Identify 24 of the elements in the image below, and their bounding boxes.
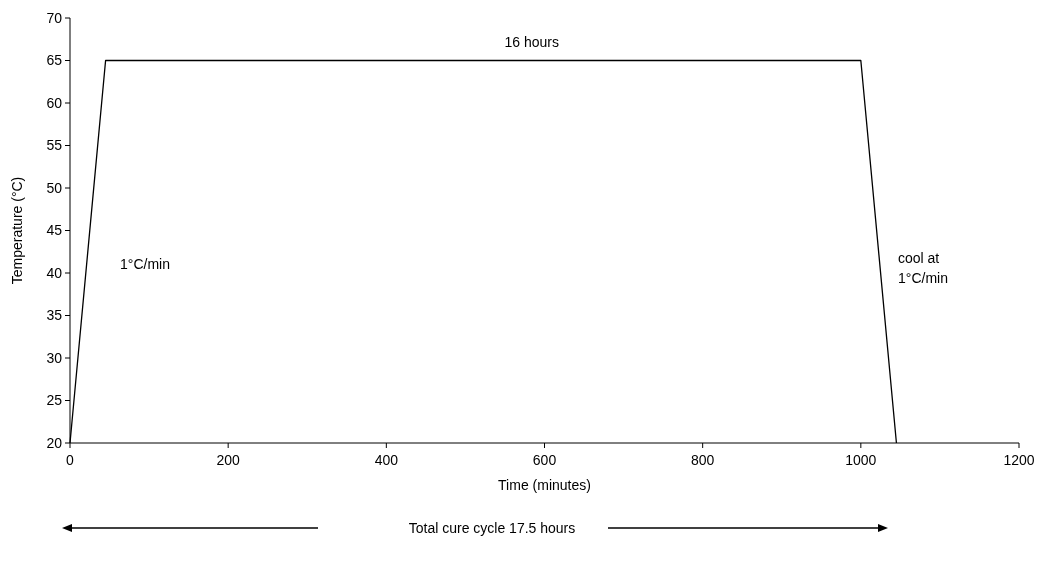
annotation: 1°C/min	[120, 256, 170, 272]
y-tick-label: 25	[46, 392, 63, 409]
y-tick-label: 50	[46, 179, 63, 196]
annotation: cool at 1°C/min	[898, 250, 948, 286]
y-tick-label: 65	[46, 52, 63, 69]
y-tick-label: 35	[46, 307, 63, 324]
y-tick-label: 30	[46, 349, 63, 366]
y-tick-label: 20	[46, 434, 63, 451]
y-tick-label: 70	[46, 9, 63, 26]
y-tick-label: 40	[46, 264, 63, 281]
y-axis-title: Temperature (°C)	[9, 176, 25, 285]
annotation: 16 hours	[504, 34, 559, 50]
x-tick-label: 400	[374, 452, 399, 468]
x-tick-label: 1200	[1003, 452, 1035, 468]
x-tick-label: 0	[66, 452, 75, 468]
x-tick-label: 800	[690, 452, 715, 468]
x-tick-label: 200	[216, 452, 241, 468]
text: Total cure cycle 17.5 hours	[408, 520, 576, 536]
y-tick-label: 45	[46, 222, 63, 239]
x-axis-title: Time (minutes)	[498, 477, 591, 493]
x-tick-label: 1000	[845, 452, 877, 468]
y-tick-label: 55	[46, 137, 63, 154]
y-tick-label: 60	[46, 94, 63, 111]
x-tick-label: 600	[532, 452, 557, 468]
